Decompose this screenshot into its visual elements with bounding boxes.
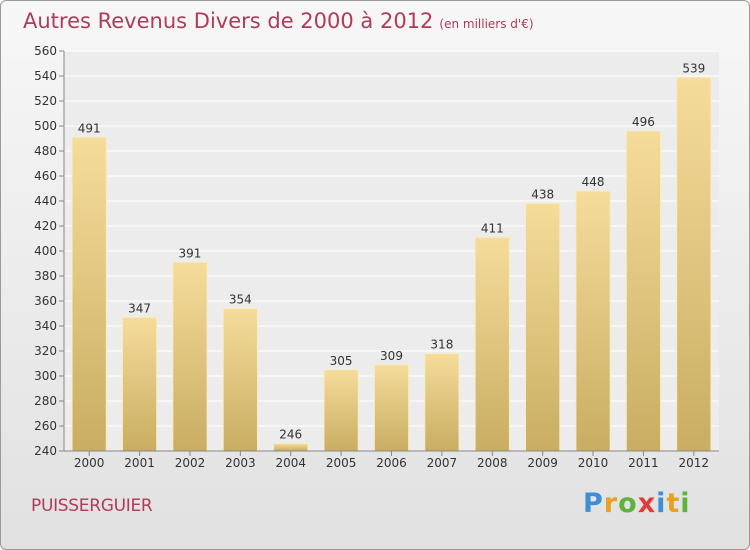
y-tick-label: 340 — [34, 319, 57, 333]
bar-2002 — [172, 261, 208, 452]
bar-2008 — [474, 236, 510, 452]
y-tick-label: 420 — [34, 219, 57, 233]
x-tick-label-2000: 2000 — [74, 456, 105, 470]
y-tick-label: 380 — [34, 269, 57, 283]
data-label-2008: 411 — [481, 221, 504, 235]
bar-2010 — [575, 190, 611, 452]
proxiti-logo: Proxiti — [583, 488, 691, 519]
data-label-2006: 309 — [380, 349, 403, 363]
data-label-2002: 391 — [179, 246, 202, 260]
data-label-2011: 496 — [632, 115, 655, 129]
bar-2003 — [222, 308, 258, 452]
y-tick-label: 360 — [34, 294, 57, 308]
data-label-2001: 347 — [128, 301, 151, 315]
bar-2012 — [676, 76, 712, 452]
title-text: Autres Revenus Divers de 2000 à 2012 — [23, 9, 434, 33]
data-label-2012: 539 — [682, 61, 705, 75]
y-tick-label: 240 — [34, 444, 57, 458]
x-tick-label-2001: 2001 — [124, 456, 155, 470]
bar-2001 — [121, 316, 158, 452]
y-tick-label: 540 — [34, 69, 57, 83]
x-tick-label-2005: 2005 — [326, 456, 357, 470]
y-tick-label: 460 — [34, 169, 57, 183]
x-tick-label-2012: 2012 — [679, 456, 710, 470]
bar-2011 — [625, 130, 662, 452]
y-tick-label: 400 — [34, 244, 57, 258]
data-label-2000: 491 — [78, 121, 101, 135]
title-unit: (en milliers d'€) — [439, 17, 534, 31]
data-label-2003: 354 — [229, 293, 252, 307]
x-tick-label-2008: 2008 — [477, 456, 508, 470]
chart-title: Autres Revenus Divers de 2000 à 2012 (en … — [23, 9, 534, 33]
x-tick-label-2011: 2011 — [628, 456, 659, 470]
data-label-2004: 246 — [279, 428, 302, 442]
x-tick-label-2010: 2010 — [578, 456, 609, 470]
location-name: PUISSERGUIER — [31, 496, 153, 516]
y-tick-label: 280 — [34, 394, 57, 408]
x-tick-label-2002: 2002 — [175, 456, 206, 470]
data-label-2010: 448 — [582, 175, 605, 189]
y-tick-label: 560 — [34, 44, 57, 58]
data-label-2009: 438 — [531, 188, 554, 202]
bar-2009 — [525, 203, 561, 452]
x-tick-label-2003: 2003 — [225, 456, 256, 470]
y-tick-label: 500 — [34, 119, 57, 133]
y-tick-label: 480 — [34, 144, 57, 158]
bar-2004 — [273, 443, 309, 452]
x-tick-label-2007: 2007 — [427, 456, 458, 470]
data-label-2005: 305 — [330, 354, 353, 368]
y-tick-label: 520 — [34, 94, 57, 108]
y-tick-label: 300 — [34, 369, 57, 383]
x-tick-label-2006: 2006 — [376, 456, 407, 470]
y-tick-label: 440 — [34, 194, 57, 208]
bar-2006 — [373, 364, 410, 452]
bar-2000 — [71, 136, 107, 452]
bar-2007 — [424, 353, 460, 452]
data-label-2007: 318 — [430, 338, 453, 352]
y-tick-label: 260 — [34, 419, 57, 433]
bar-2005 — [323, 369, 359, 452]
y-tick-label: 320 — [34, 344, 57, 358]
x-tick-label-2004: 2004 — [275, 456, 306, 470]
x-tick-label-2009: 2009 — [527, 456, 558, 470]
